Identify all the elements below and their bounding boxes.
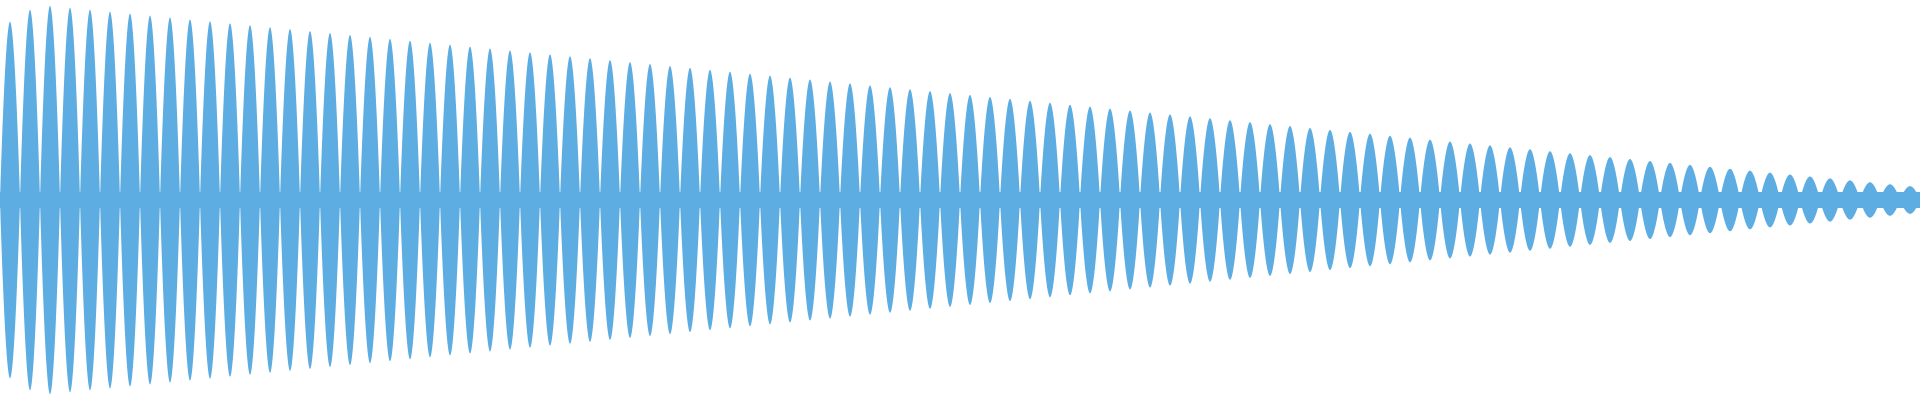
waveform-lobe <box>1260 124 1280 276</box>
waveform-lobe <box>880 87 900 313</box>
waveform-lobe <box>20 9 40 391</box>
waveform-lobe <box>40 5 60 395</box>
waveform-lobe <box>1120 110 1140 290</box>
waveform-lobe <box>240 25 260 375</box>
waveform-lobe <box>860 85 880 315</box>
waveform-lobe <box>340 34 360 366</box>
waveform-lobe <box>740 73 760 327</box>
waveform-lobe <box>940 93 960 307</box>
waveform-lobe <box>1900 186 1920 214</box>
waveform-lobe <box>1460 143 1480 257</box>
waveform-lobe <box>360 36 380 364</box>
waveform-lobe <box>140 15 160 385</box>
waveform-lobe <box>500 50 520 350</box>
waveform-lobe <box>1020 100 1040 300</box>
waveform-lobe <box>1160 114 1180 286</box>
waveform-lobe <box>800 79 820 321</box>
waveform-lobe <box>200 21 220 379</box>
waveform-lobe <box>820 81 840 319</box>
waveform-lobe <box>1600 157 1620 243</box>
waveform-lobe <box>160 17 180 383</box>
waveform-lobe <box>580 58 600 342</box>
waveform-lobe <box>1080 106 1100 294</box>
waveform-lobe <box>1820 178 1840 222</box>
waveform-lobe <box>400 40 420 360</box>
waveform-lobe <box>460 46 480 354</box>
waveform-lobe <box>440 44 460 356</box>
waveform-lobe <box>260 27 280 373</box>
waveform-lobe <box>1620 159 1640 241</box>
waveform-lobe <box>320 33 340 367</box>
waveform-lobe <box>1400 137 1420 263</box>
waveform-lobe <box>680 67 700 333</box>
waveform-lobe <box>1800 176 1820 224</box>
waveform-lobe <box>1200 118 1220 282</box>
waveform-lobe <box>780 77 800 323</box>
waveform-lobe <box>1540 151 1560 249</box>
waveform-lobe <box>1660 162 1680 238</box>
waveform-lobe <box>1040 102 1060 298</box>
waveform-lobe <box>1760 172 1780 228</box>
waveform-lobe <box>980 96 1000 304</box>
waveform-lobe <box>100 11 120 389</box>
waveform-lobe <box>660 65 680 335</box>
waveform-lobe <box>1420 139 1440 261</box>
waveform-lobe <box>620 62 640 338</box>
waveform-lobe <box>600 60 620 340</box>
waveform-lobes <box>0 5 1920 395</box>
waveform-lobe <box>1700 166 1720 234</box>
waveform-lobe <box>700 69 720 331</box>
waveform-lobe <box>560 56 580 344</box>
waveform-lobe <box>1180 116 1200 284</box>
waveform-lobe <box>1740 170 1760 230</box>
waveform-lobe <box>1720 168 1740 232</box>
waveform-lobe <box>1840 180 1860 220</box>
waveform-lobe <box>1360 133 1380 267</box>
waveform-lobe <box>1320 129 1340 271</box>
waveform-lobe <box>1440 141 1460 259</box>
waveform-lobe <box>1860 182 1880 218</box>
waveform-lobe <box>380 38 400 362</box>
waveform-lobe <box>1060 104 1080 296</box>
waveform-lobe <box>1240 122 1260 278</box>
waveform-lobe <box>220 23 240 377</box>
waveform-lobe <box>80 9 100 391</box>
waveform-lobe <box>960 95 980 305</box>
waveform-lobe <box>1340 131 1360 269</box>
waveform-lobe <box>1640 160 1660 240</box>
waveform-lobe <box>900 89 920 311</box>
waveform-lobe <box>280 29 300 371</box>
waveform-lobe <box>1220 120 1240 280</box>
waveform-lobe <box>1500 147 1520 253</box>
waveform-lobe <box>720 71 740 329</box>
waveform-lobe <box>420 42 440 358</box>
waveform-lobe <box>920 91 940 309</box>
waveform-lobe <box>1880 184 1900 216</box>
waveform-lobe <box>640 64 660 336</box>
waveform-lobe <box>300 31 320 369</box>
waveform-lobe <box>120 13 140 387</box>
waveform-lobe <box>1380 135 1400 265</box>
waveform-lobe <box>1580 155 1600 245</box>
waveform-lobe <box>1300 127 1320 273</box>
waveform-lobe <box>1140 112 1160 288</box>
waveform-lobe <box>180 19 200 381</box>
waveform-lobe <box>1280 126 1300 274</box>
waveform-lobe <box>1680 164 1700 236</box>
waveform-lobe <box>540 54 560 346</box>
waveform-lobe <box>1000 98 1020 302</box>
waveform-lobe <box>1560 153 1580 247</box>
waveform-lobe <box>480 48 500 352</box>
waveform-lobe <box>0 21 20 379</box>
waveform-lobe <box>1520 149 1540 251</box>
waveform-lobe <box>60 7 80 393</box>
waveform-lobe <box>760 75 780 325</box>
waveform-lobe <box>1780 174 1800 226</box>
waveform-lobe <box>1100 108 1120 292</box>
waveform-lobe <box>520 52 540 348</box>
waveform-lobe <box>1480 145 1500 255</box>
waveform-lobe <box>840 83 860 317</box>
